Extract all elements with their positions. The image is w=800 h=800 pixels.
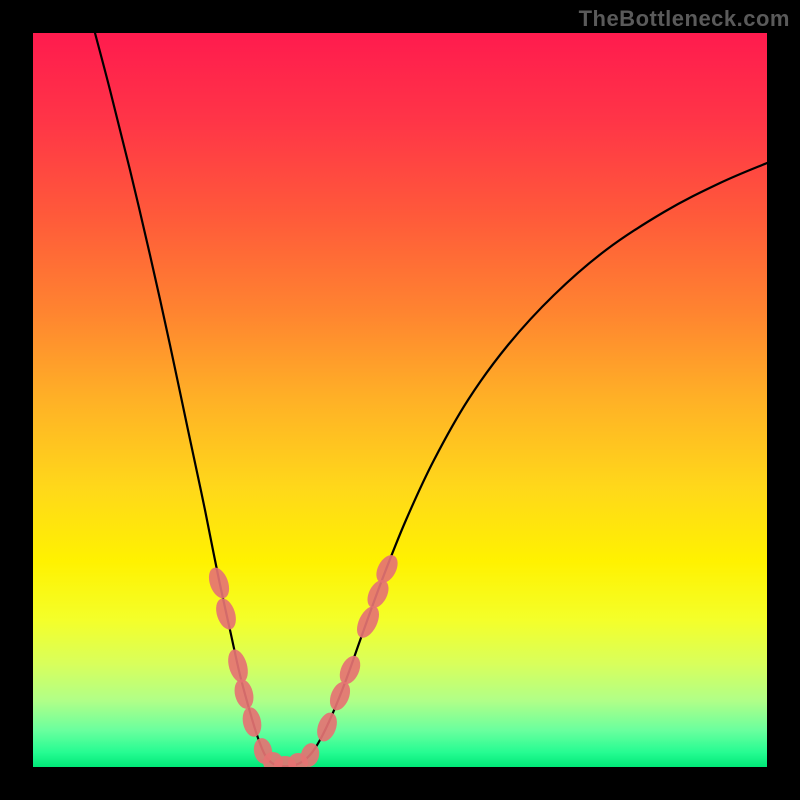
gradient-background [33,33,767,767]
plot-area [33,33,767,774]
watermark-label: TheBottleneck.com [579,6,790,32]
chart-container: TheBottleneck.com [0,0,800,800]
bottleneck-chart-svg [0,0,800,800]
